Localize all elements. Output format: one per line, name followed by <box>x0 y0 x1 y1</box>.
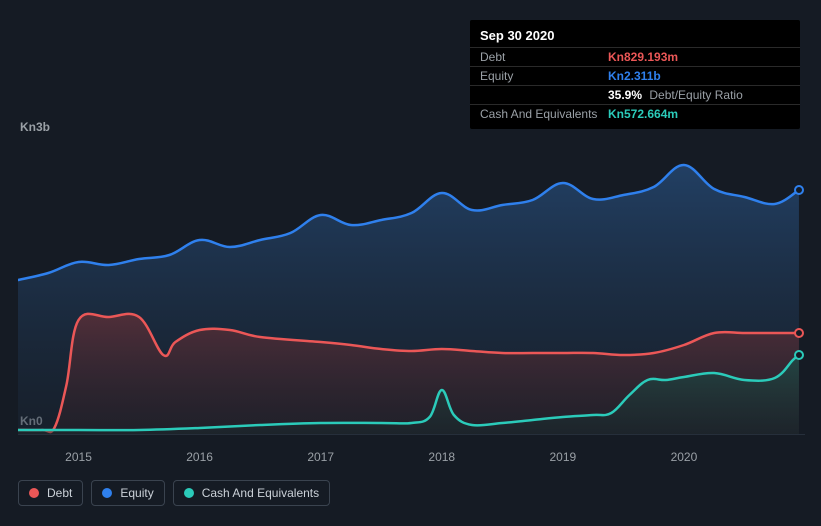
legend-swatch-icon <box>29 488 39 498</box>
legend-label: Equity <box>120 486 153 500</box>
tooltip-ratio-spacer <box>480 88 608 102</box>
legend-swatch-icon <box>102 488 112 498</box>
legend-label: Cash And Equivalents <box>202 486 319 500</box>
chart-area[interactable] <box>18 135 805 435</box>
legend-item-equity[interactable]: Equity <box>91 480 164 506</box>
chart-svg <box>18 135 805 435</box>
x-axis: 2015 2016 2017 2018 2019 2020 <box>18 440 805 470</box>
tooltip-date: Sep 30 2020 <box>470 26 800 47</box>
x-tick: 2017 <box>307 450 334 464</box>
legend-swatch-icon <box>184 488 194 498</box>
legend-label: Debt <box>47 486 72 500</box>
tooltip: Sep 30 2020 Debt Kn829.193m Equity Kn2.3… <box>470 20 800 129</box>
tooltip-debt-value: Kn829.193m <box>608 50 678 64</box>
x-tick: 2015 <box>65 450 92 464</box>
tooltip-equity-value: Kn2.311b <box>608 69 661 83</box>
series-end-dot-debt <box>794 328 804 338</box>
y-tick-max: Kn3b <box>20 120 50 134</box>
legend: Debt Equity Cash And Equivalents <box>18 480 330 506</box>
tooltip-cash-value: Kn572.664m <box>608 107 678 121</box>
x-tick: 2019 <box>549 450 576 464</box>
x-tick: 2018 <box>428 450 455 464</box>
series-end-dot-cash <box>794 350 804 360</box>
x-tick: 2020 <box>671 450 698 464</box>
tooltip-equity-label: Equity <box>480 69 608 83</box>
tooltip-debt-label: Debt <box>480 50 608 64</box>
tooltip-ratio-label: Debt/Equity Ratio <box>649 88 742 102</box>
legend-item-debt[interactable]: Debt <box>18 480 83 506</box>
tooltip-ratio-value: 35.9% <box>608 88 642 102</box>
series-end-dot-equity <box>794 185 804 195</box>
x-tick: 2016 <box>186 450 213 464</box>
tooltip-cash-label: Cash And Equivalents <box>480 107 608 121</box>
legend-item-cash[interactable]: Cash And Equivalents <box>173 480 330 506</box>
